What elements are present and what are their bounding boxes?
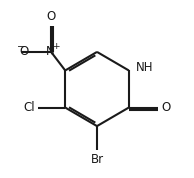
Text: O: O [19, 45, 28, 58]
Text: O: O [162, 101, 171, 114]
Text: NH: NH [135, 61, 153, 74]
Text: Br: Br [90, 153, 104, 166]
Text: −: − [17, 42, 25, 52]
Text: Cl: Cl [23, 101, 35, 114]
Text: +: + [52, 42, 60, 51]
Text: N: N [46, 45, 55, 58]
Text: O: O [46, 10, 56, 23]
